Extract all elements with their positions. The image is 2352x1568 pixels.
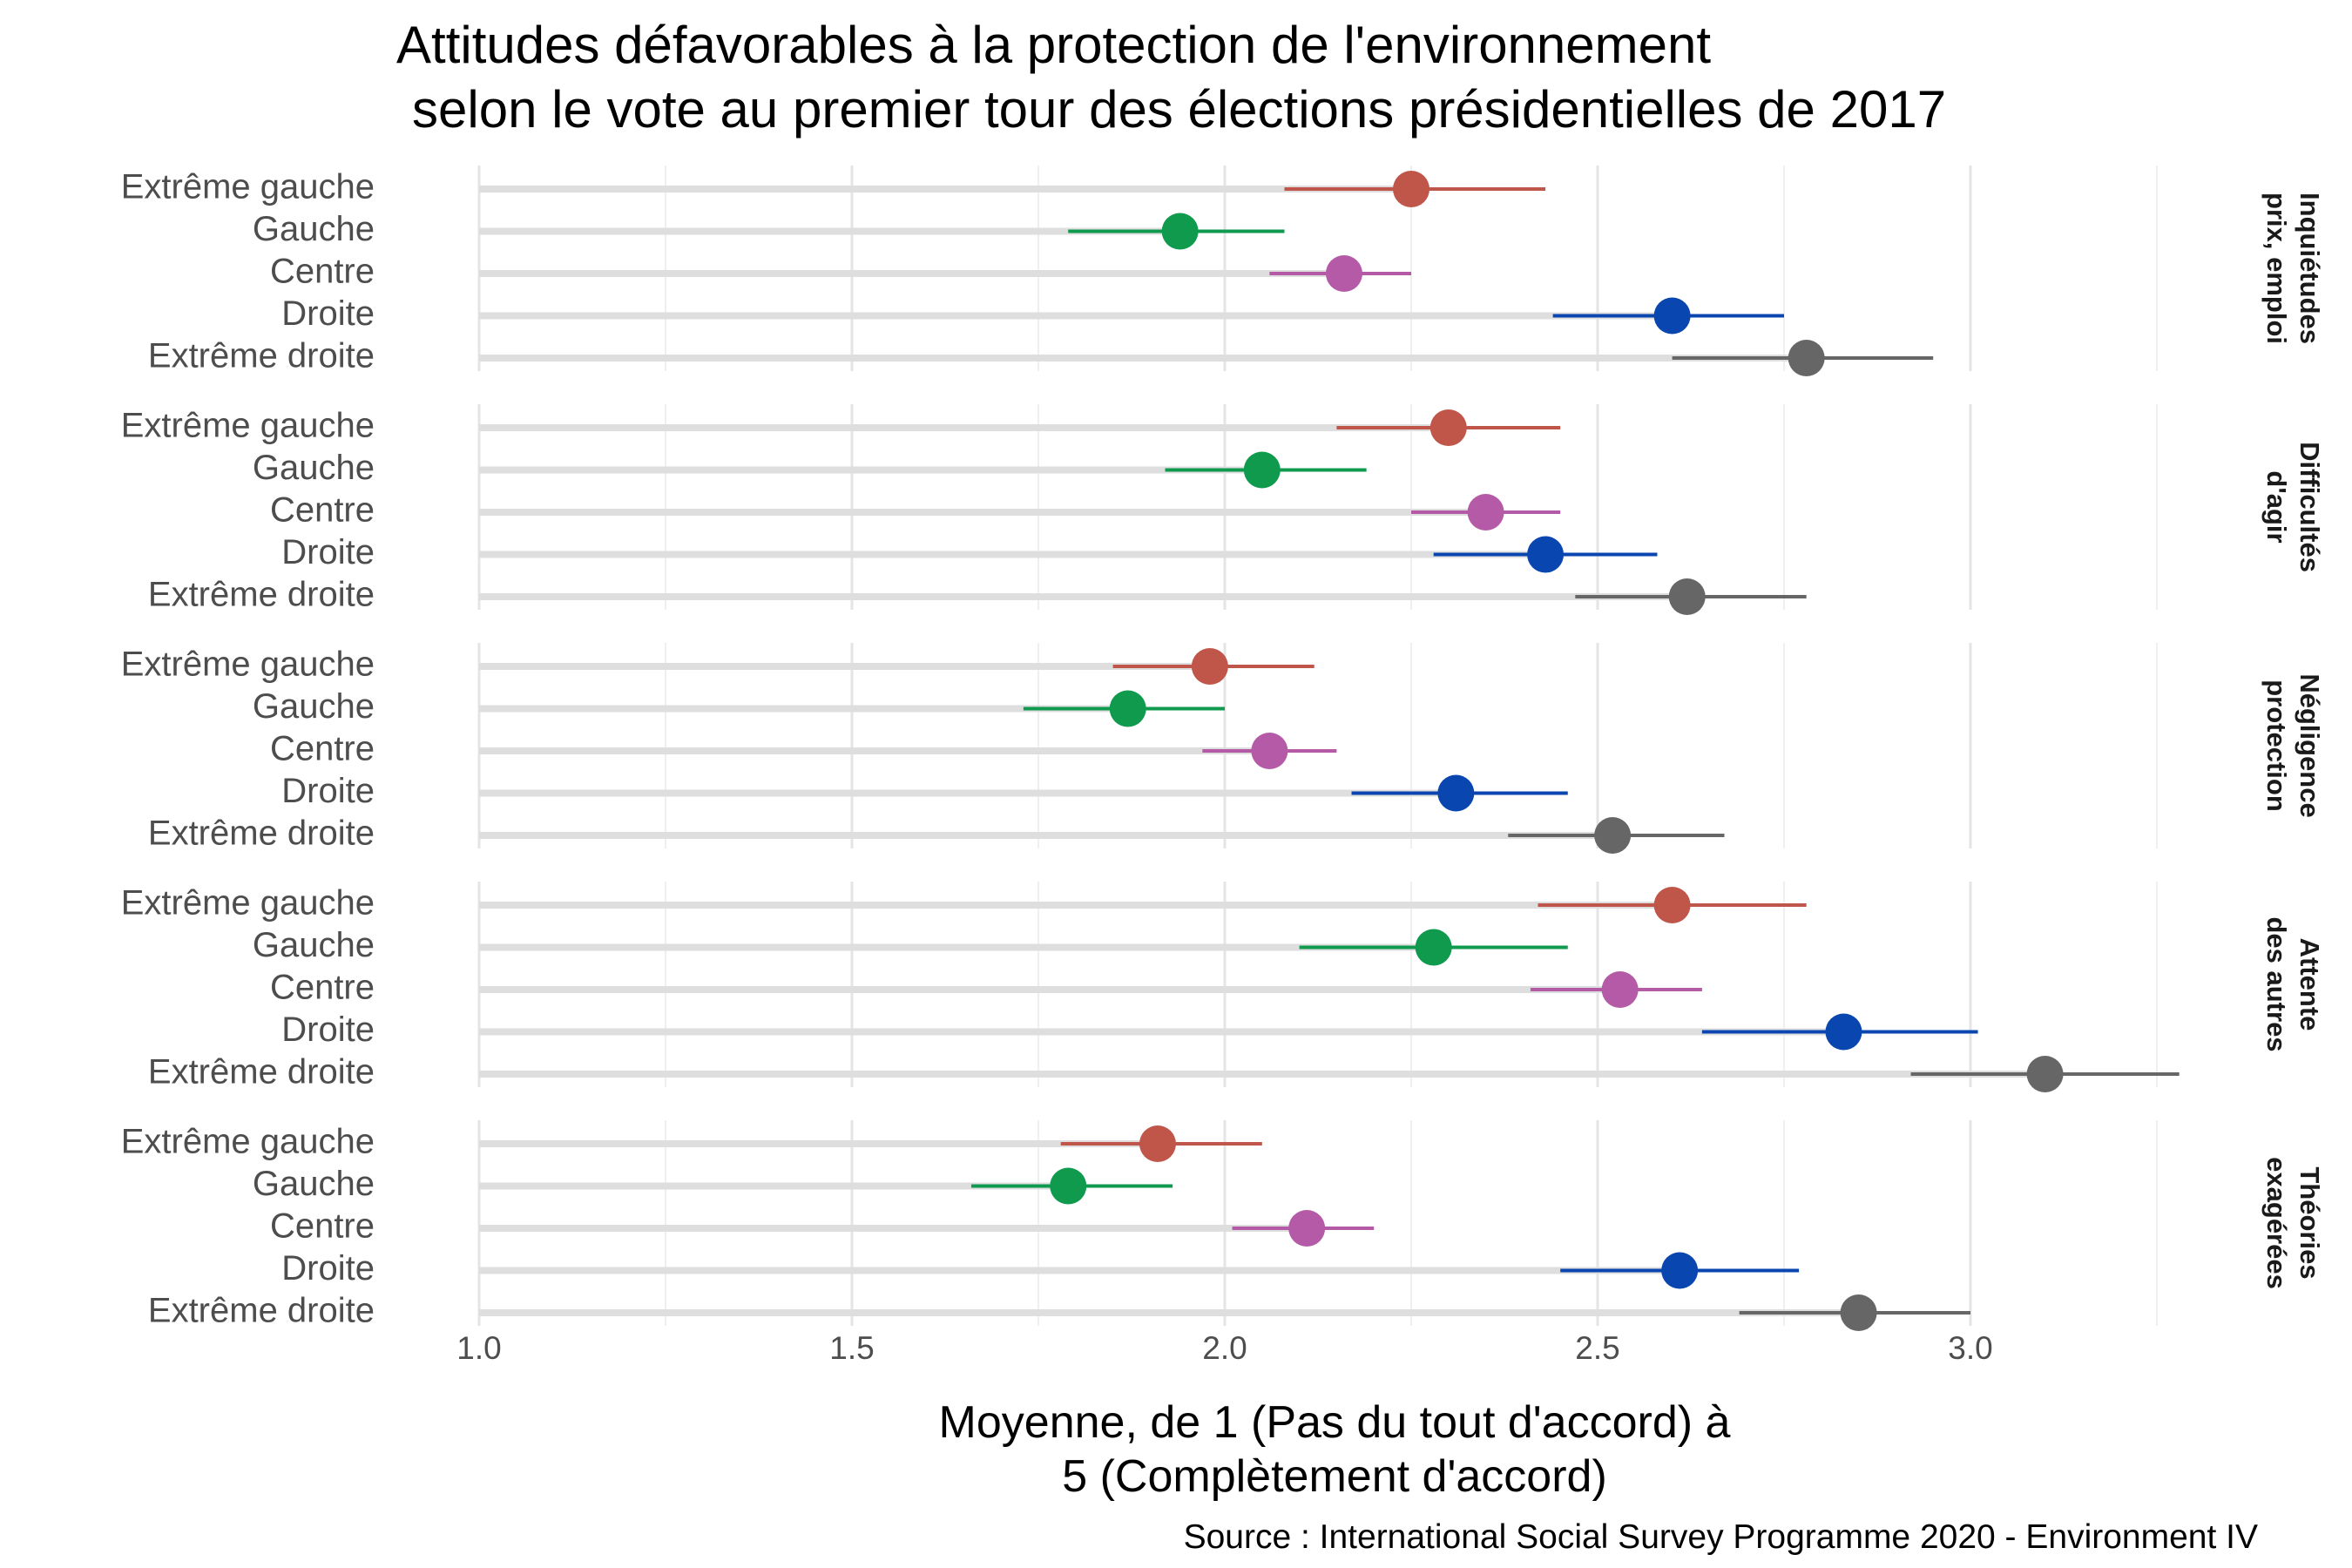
data-point [1437,774,1475,812]
x-tick-label: 2.0 [1202,1330,1247,1366]
y-tick-label: Extrême droite [148,1053,375,1092]
facet-strip-label: Inquiétudes [2295,193,2325,344]
y-tick-label: Droite [281,1010,375,1049]
data-point [1467,494,1504,531]
facet-strip-label: prix, emploi [2261,193,2292,344]
data-point [1050,1167,1087,1205]
y-tick-label: Centre [270,730,375,768]
y-tick-label: Extrême gauche [121,1123,375,1161]
data-point [1288,1210,1326,1247]
facet-strip-label: d'agir [2261,470,2292,543]
y-tick-label: Centre [270,253,375,291]
y-tick-label: Droite [281,772,375,810]
y-tick-label: Gauche [253,1165,375,1203]
data-point [1139,1125,1176,1162]
source-caption: Source : International Social Survey Pro… [1184,1518,2258,1556]
y-tick-label: Extrême droite [148,337,375,375]
chart-title-line-2: selon le vote au premier tour des électi… [412,80,1946,139]
data-point [2026,1056,2064,1092]
y-tick-label: Gauche [253,449,375,487]
facet-strip-label: Théories [2295,1166,2325,1279]
data-point [1825,1013,1862,1051]
data-point [1109,690,1146,727]
y-tick-label: Droite [281,1249,375,1288]
x-tick-label: 3.0 [1948,1330,1992,1366]
y-tick-label: Droite [281,294,375,333]
facet-strip-label: Attente [2295,938,2325,1031]
data-point [1653,297,1691,335]
y-tick-label: Gauche [253,210,375,248]
y-tick-label: Droite [281,533,375,571]
data-point [1243,451,1281,489]
x-axis: 1.0 1.5 2.0 2.5 3.0 [456,1330,1992,1366]
data-point [1840,1294,1877,1331]
x-tick-label: 1.0 [456,1330,501,1366]
data-point [1527,536,1565,573]
y-tick-label: Extrême gauche [121,407,375,445]
x-axis-title-line-1: Moyenne, de 1 (Pas du tout d'accord) à [939,1397,1731,1448]
chart-title: Attitudes défavorables à la protection d… [396,16,1946,139]
y-tick-label: Gauche [253,687,375,726]
y-tick-label: Centre [270,491,375,530]
data-point [1415,929,1452,966]
data-point [1429,409,1467,446]
facet-strip-label: Difficultés [2295,442,2325,572]
x-axis-title: Moyenne, de 1 (Pas du tout d'accord) à 5… [939,1397,1731,1502]
data-point [1788,340,1825,376]
data-point [1161,213,1199,250]
data-point [1668,578,1706,615]
data-point [1251,733,1288,769]
y-tick-label: Extrême gauche [121,884,375,923]
y-tick-label: Extrême droite [148,1292,375,1330]
x-tick-label: 2.5 [1575,1330,1619,1366]
data-point [1191,648,1228,685]
facet-strip-label: exagérées [2261,1157,2292,1289]
y-tick-label: Extrême gauche [121,168,375,206]
y-tick-label: Extrême droite [148,814,375,853]
facet-strip-label: des autres [2261,916,2292,1051]
x-axis-title-line-2: 5 (Complètement d'accord) [1062,1451,1607,1502]
y-tick-label: Gauche [253,926,375,964]
x-tick-label: 1.5 [829,1330,874,1366]
data-point [1325,255,1362,292]
data-point [1653,887,1691,923]
data-point [1393,171,1429,207]
facet-strip-label: Négligence [2295,673,2325,817]
data-point [1594,817,1632,854]
data-point [1661,1252,1699,1289]
y-tick-label: Extrême droite [148,576,375,614]
chart-title-line-1: Attitudes défavorables à la protection d… [396,16,1711,74]
data-point [1601,971,1639,1008]
facet-strip-label: protection [2261,679,2292,812]
y-tick-label: Centre [270,1207,375,1246]
y-tick-label: Extrême gauche [121,645,375,684]
y-tick-label: Centre [270,969,375,1007]
